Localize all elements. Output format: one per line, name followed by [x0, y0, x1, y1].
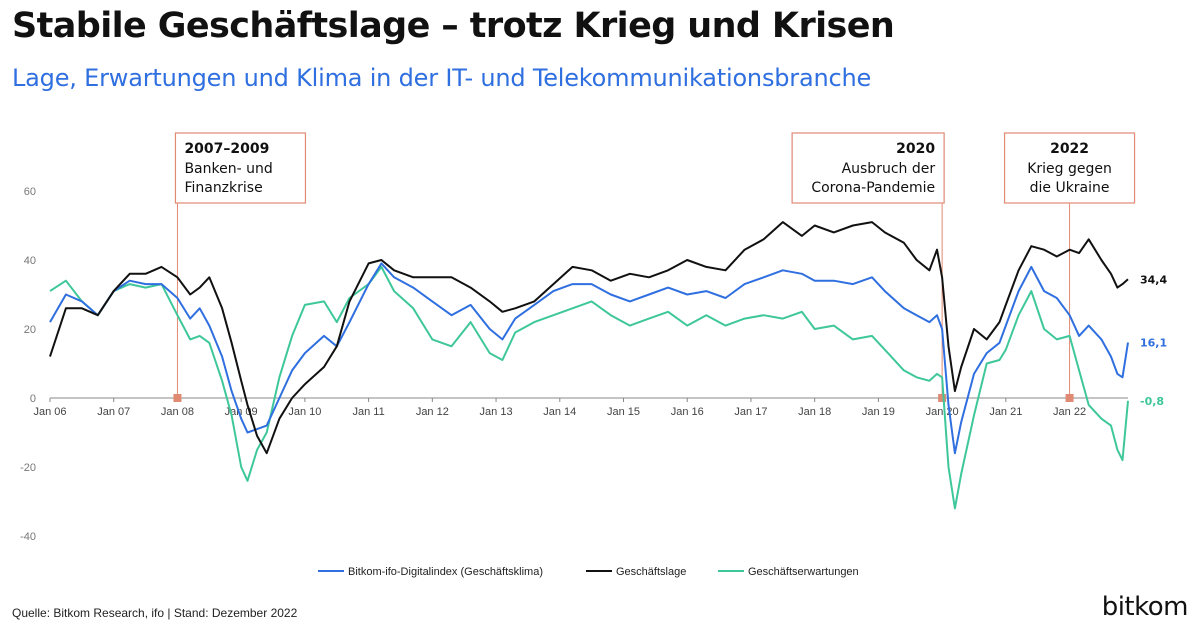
y-tick-label: 0	[30, 393, 36, 405]
annotation-marker	[1065, 394, 1074, 402]
x-tick-label: Jan 06	[33, 406, 66, 418]
annotation-box	[791, 132, 945, 204]
annotation-text: Corona-Pandemie	[811, 180, 935, 196]
annotation-2007–2009: 2007–2009 Banken- und Finanzkrise	[173, 132, 307, 402]
y-tick-label: 60	[24, 186, 36, 198]
x-tick-label: Jan 22	[1053, 406, 1086, 418]
y-tick-label: -20	[20, 462, 36, 474]
annotation-year: 2022	[1050, 141, 1089, 157]
y-tick-label: 40	[24, 255, 36, 267]
annotation-text: die Ukraine	[1030, 180, 1110, 196]
annotation-text: Finanzkrise	[184, 180, 262, 196]
y-tick-label: -40	[20, 531, 36, 543]
x-tick-label: Jan 21	[989, 406, 1022, 418]
source-note: Quelle: Bitkom Research, ifo | Stand: De…	[12, 606, 298, 620]
bitkom-logo: bitkom	[1101, 592, 1189, 622]
end-label-klima: 16,1	[1140, 336, 1167, 349]
annotation-text: Ausbruch der	[842, 161, 936, 177]
x-tick-label: Jan 08	[161, 406, 194, 418]
annotation-2022: 2022 Krieg gegen die Ukraine	[1003, 132, 1136, 402]
x-tick-label: Jan 20	[926, 406, 959, 418]
x-tick-label: Jan 19	[862, 406, 895, 418]
x-tick-label: Jan 14	[543, 406, 576, 418]
x-tick-label: Jan 17	[734, 406, 767, 418]
end-label-erwartungen: -0,8	[1140, 395, 1164, 408]
legend-label: Geschäftslage	[616, 566, 686, 578]
annotation-marker	[938, 394, 947, 402]
annotation-year: 2020	[896, 141, 935, 157]
x-tick-label: Jan 15	[607, 406, 640, 418]
x-tick-label: Jan 11	[353, 406, 385, 418]
annotation-marker	[173, 394, 182, 402]
series-line-erwartungen	[49, 265, 1129, 510]
x-tick-label: Jan 07	[97, 406, 130, 418]
annotation-box	[1003, 132, 1136, 204]
chart-title: Stabile Geschäftslage – trotz Krieg und …	[12, 6, 895, 46]
annotation-text: Krieg gegen	[1027, 161, 1112, 177]
legend-label: Geschäftserwartungen	[748, 566, 859, 578]
chart-subtitle: Lage, Erwartungen und Klima in der IT- u…	[12, 64, 872, 92]
x-tick-label: Jan 13	[480, 406, 513, 418]
legend-item-erwartungen: Geschäftserwartungen	[718, 566, 859, 578]
annotation-text: Banken- und	[184, 161, 272, 177]
legend-item-klima: Bitkom-ifo-Digitalindex (Geschäftsklima)	[318, 566, 543, 578]
series-line-klima	[49, 262, 1129, 455]
x-tick-label: Jan 12	[416, 406, 449, 418]
annotation-box	[174, 132, 307, 204]
x-tick-label: Jan 16	[671, 406, 704, 418]
x-tick-label: Jan 18	[798, 406, 831, 418]
x-tick-label: Jan 10	[288, 406, 321, 418]
end-label-lage: 34,4	[1140, 273, 1167, 286]
annotation-year: 2007–2009	[184, 141, 269, 157]
y-tick-label: 20	[24, 324, 36, 336]
series-line-lage	[49, 221, 1129, 455]
legend-label: Bitkom-ifo-Digitalindex (Geschäftsklima)	[348, 566, 543, 578]
legend-item-lage: Geschäftslage	[586, 566, 686, 578]
annotation-2020: 2020 Ausbruch der Corona-Pandemie	[791, 132, 947, 402]
